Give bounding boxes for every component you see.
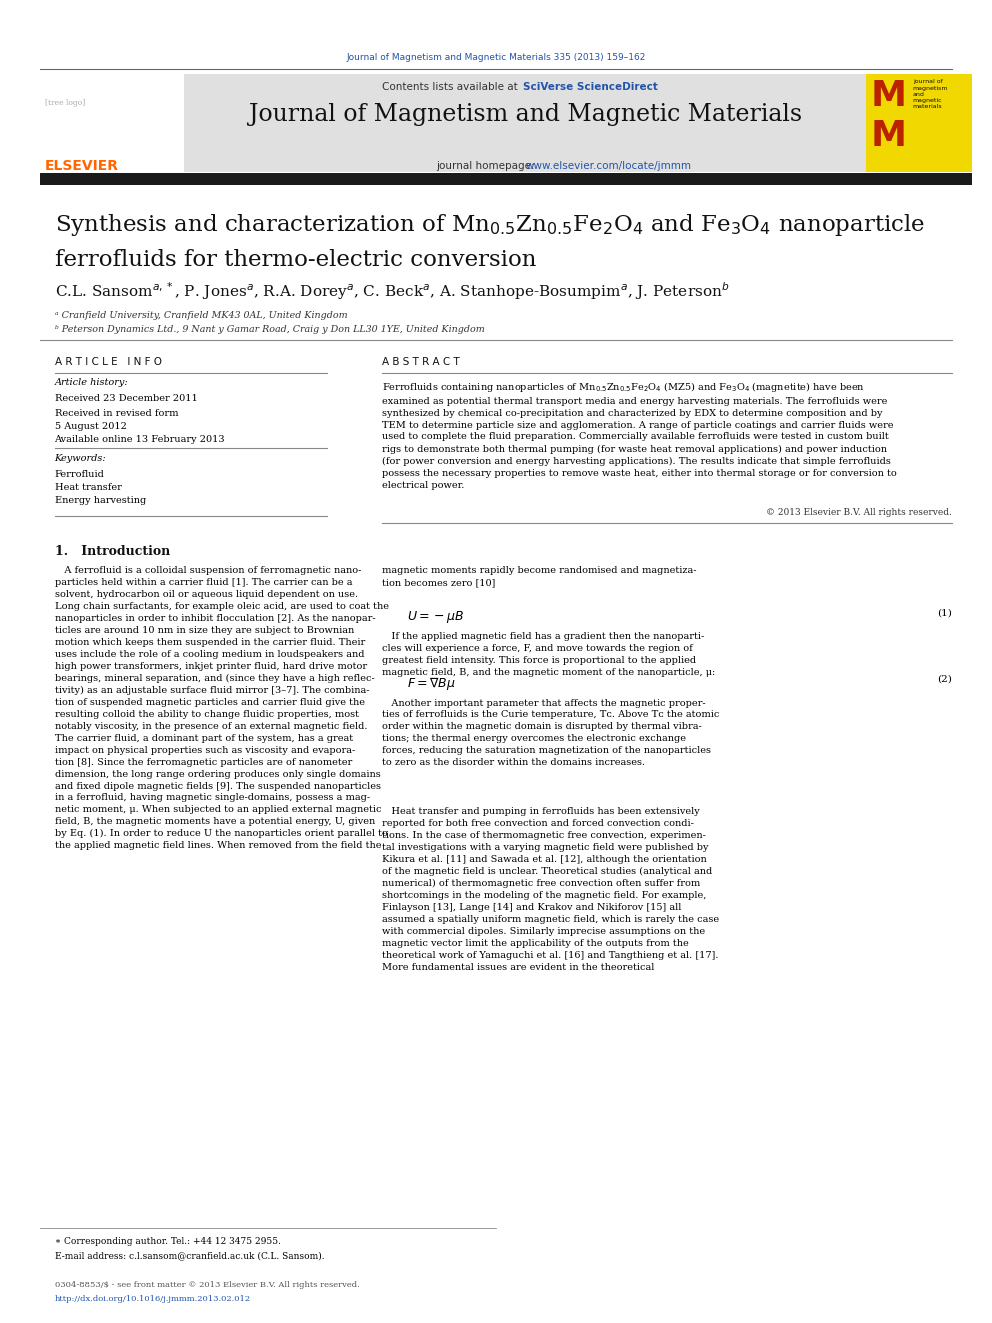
Text: magnetic moments rapidly become randomised and magnetiza-
tion becomes zero [10]: magnetic moments rapidly become randomis…	[382, 566, 696, 587]
Text: Ferrofluids containing nanoparticles of Mn$_{0.5}$Zn$_{0.5}$Fe$_2$O$_4$ (MZ5) an: Ferrofluids containing nanoparticles of …	[382, 380, 897, 490]
Text: Journal of Magnetism and Magnetic Materials 335 (2013) 159–162: Journal of Magnetism and Magnetic Materi…	[346, 53, 646, 62]
Text: Article history:: Article history:	[55, 378, 128, 388]
Text: A ferrofluid is a colloidal suspension of ferromagnetic nano-
particles held wit: A ferrofluid is a colloidal suspension o…	[55, 566, 389, 851]
Text: © 2013 Elsevier B.V. All rights reserved.: © 2013 Elsevier B.V. All rights reserved…	[767, 508, 952, 517]
Text: Contents lists available at: Contents lists available at	[382, 82, 521, 93]
Text: ferrofluids for thermo-electric conversion: ferrofluids for thermo-electric conversi…	[55, 249, 536, 271]
Text: Energy harvesting: Energy harvesting	[55, 496, 146, 505]
Text: 1.   Introduction: 1. Introduction	[55, 545, 170, 558]
Text: Another important parameter that affects the magnetic proper-
ties of ferrofluid: Another important parameter that affects…	[382, 699, 719, 767]
Text: (1): (1)	[937, 609, 952, 618]
Text: A R T I C L E   I N F O: A R T I C L E I N F O	[55, 357, 162, 368]
Text: M: M	[871, 119, 907, 153]
Text: ∗ Corresponding author. Tel.: +44 12 3475 2955.: ∗ Corresponding author. Tel.: +44 12 347…	[55, 1237, 281, 1246]
Text: Received 23 December 2011: Received 23 December 2011	[55, 394, 197, 404]
Text: Ferrofluid: Ferrofluid	[55, 470, 104, 479]
FancyBboxPatch shape	[184, 74, 866, 172]
Text: Heat transfer and pumping in ferrofluids has been extensively
reported for both : Heat transfer and pumping in ferrofluids…	[382, 807, 719, 971]
Text: SciVerse ScienceDirect: SciVerse ScienceDirect	[523, 82, 658, 93]
FancyBboxPatch shape	[40, 173, 972, 185]
Text: (2): (2)	[937, 675, 952, 684]
Text: Received in revised form: Received in revised form	[55, 409, 178, 418]
Text: journal of
magnetism
and
magnetic
materials: journal of magnetism and magnetic materi…	[913, 79, 948, 110]
Text: E-mail address: c.l.sansom@cranfield.ac.uk (C.L. Sansom).: E-mail address: c.l.sansom@cranfield.ac.…	[55, 1252, 324, 1261]
Text: ᵃ Cranfield University, Cranfield MK43 0AL, United Kingdom: ᵃ Cranfield University, Cranfield MK43 0…	[55, 311, 347, 320]
Text: 5 August 2012: 5 August 2012	[55, 422, 126, 431]
Text: ELSEVIER: ELSEVIER	[45, 159, 119, 173]
Text: Available online 13 February 2013: Available online 13 February 2013	[55, 435, 225, 445]
Text: $F = \nabla B\mu$: $F = \nabla B\mu$	[407, 675, 455, 692]
Text: www.elsevier.com/locate/jmmm: www.elsevier.com/locate/jmmm	[526, 161, 691, 172]
Text: Keywords:: Keywords:	[55, 454, 106, 463]
Text: http://dx.doi.org/10.1016/j.jmmm.2013.02.012: http://dx.doi.org/10.1016/j.jmmm.2013.02…	[55, 1295, 251, 1303]
Text: M: M	[871, 79, 907, 114]
Text: Synthesis and characterization of Mn$_{0.5}$Zn$_{0.5}$Fe$_2$O$_4$ and Fe$_3$O$_4: Synthesis and characterization of Mn$_{0…	[55, 212, 925, 238]
Text: A B S T R A C T: A B S T R A C T	[382, 357, 459, 368]
Text: Heat transfer: Heat transfer	[55, 483, 121, 492]
Text: $U = -\mu B$: $U = -\mu B$	[407, 609, 464, 624]
FancyBboxPatch shape	[866, 74, 972, 172]
Text: Journal of Magnetism and Magnetic Materials: Journal of Magnetism and Magnetic Materi…	[249, 103, 803, 126]
Text: If the applied magnetic field has a gradient then the nanoparti-
cles will exper: If the applied magnetic field has a grad…	[382, 632, 715, 677]
FancyBboxPatch shape	[40, 74, 184, 172]
Text: journal homepage:: journal homepage:	[436, 161, 539, 172]
Text: ᵇ Peterson Dynamics Ltd., 9 Nant y Gamar Road, Craig y Don LL30 1YE, United King: ᵇ Peterson Dynamics Ltd., 9 Nant y Gamar…	[55, 325, 484, 335]
Text: 0304-8853/$ - see front matter © 2013 Elsevier B.V. All rights reserved.: 0304-8853/$ - see front matter © 2013 El…	[55, 1281, 359, 1289]
Text: C.L. Sansom$^{a,*}$, P. Jones$^{a}$, R.A. Dorey$^{a}$, C. Beck$^{a}$, A. Stanhop: C.L. Sansom$^{a,*}$, P. Jones$^{a}$, R.A…	[55, 280, 729, 302]
Text: [tree logo]: [tree logo]	[45, 99, 85, 107]
